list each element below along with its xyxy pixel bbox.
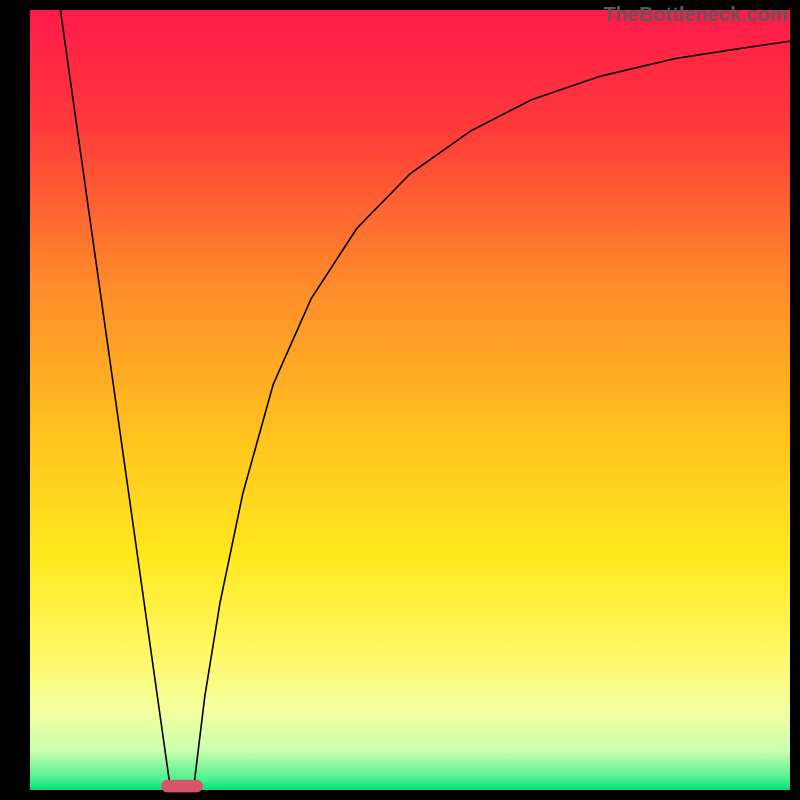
bottleneck-chart: TheBottleneck.com bbox=[0, 0, 800, 800]
plot-background bbox=[30, 10, 790, 790]
bottleneck-marker bbox=[161, 780, 203, 792]
watermark-text: TheBottleneck.com bbox=[604, 4, 788, 27]
chart-svg bbox=[0, 0, 800, 800]
